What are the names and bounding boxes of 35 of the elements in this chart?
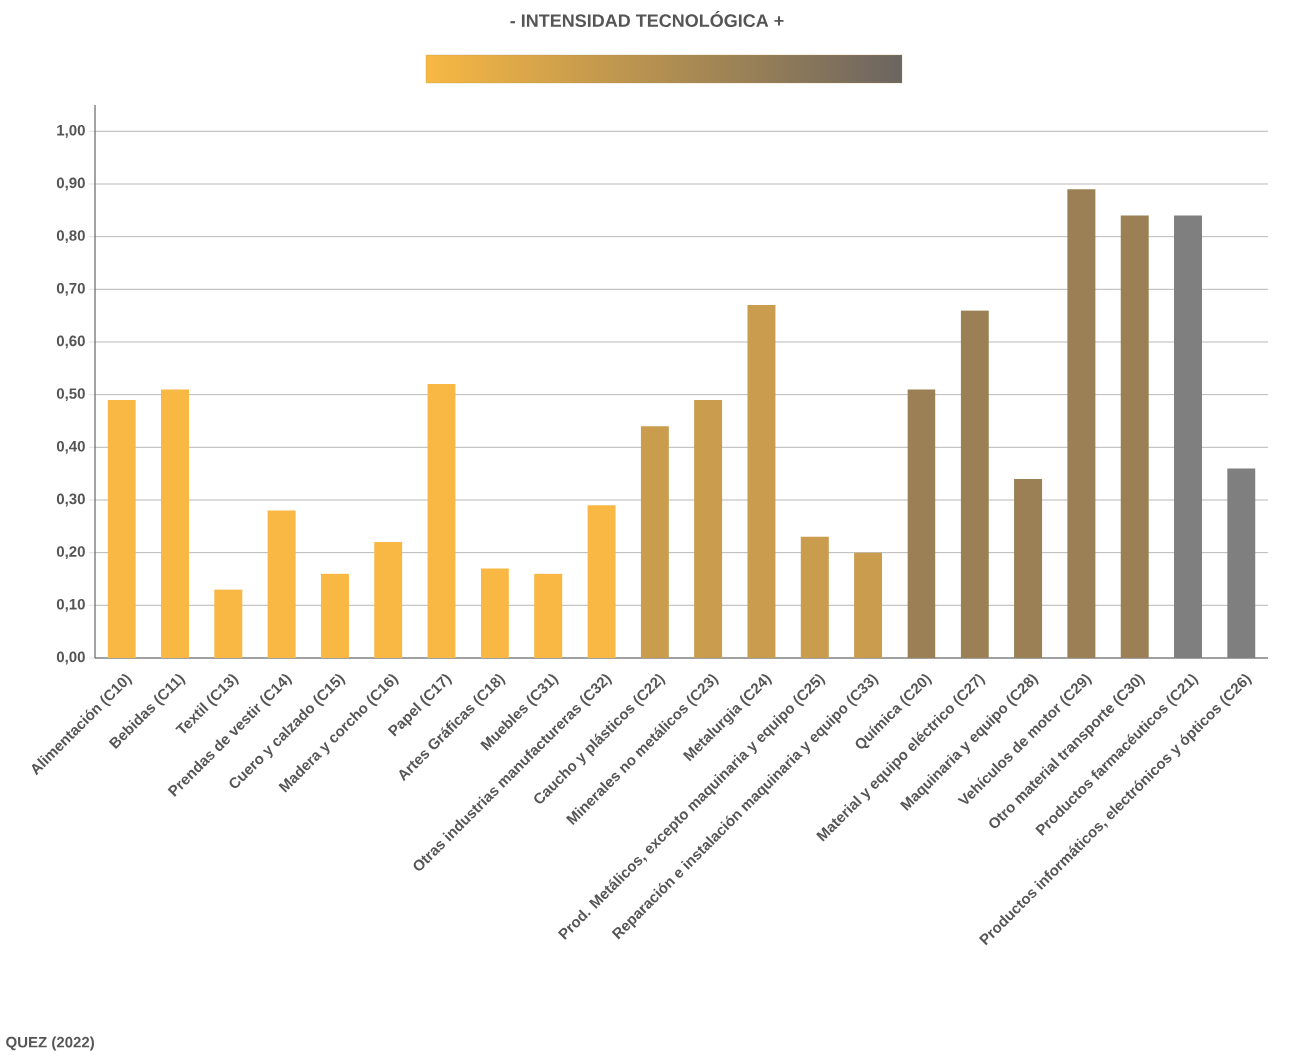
chart-title: - INTENSIDAD TECNOLÓGICA + (510, 10, 784, 28)
bar (107, 399, 136, 658)
y-tick-label: 0,90 (56, 177, 85, 191)
y-tick-label: 1,00 (57, 124, 85, 138)
bar (374, 542, 403, 658)
y-tick-label: 0,20 (56, 546, 85, 560)
bar (800, 536, 829, 658)
bar (1227, 468, 1256, 658)
bar (1120, 215, 1149, 658)
y-tick-label: 0,80 (56, 230, 85, 244)
y-tick-label: 0,60 (56, 335, 85, 349)
bar (587, 505, 616, 658)
bar (427, 384, 456, 658)
text: QUEZ (2022) (6, 1036, 94, 1051)
y-tick-label: 0,40 (56, 440, 85, 454)
bar (694, 399, 723, 658)
y-tick-label: 0,10 (56, 598, 85, 612)
bar (267, 510, 296, 658)
bar (320, 573, 349, 658)
y-tick-label: 0,30 (56, 493, 85, 507)
y-tick-label: 0,00 (56, 651, 85, 665)
bar (747, 305, 776, 658)
y-tick-label: 0,70 (56, 282, 85, 296)
bar (534, 573, 563, 658)
bar (907, 389, 936, 658)
bar (160, 389, 189, 658)
bar (960, 310, 989, 658)
bar (640, 426, 669, 658)
bar (1174, 215, 1203, 658)
bar (854, 552, 883, 658)
bar (480, 568, 509, 658)
bar (214, 589, 243, 658)
bar (1014, 478, 1043, 658)
bar (1067, 189, 1096, 658)
y-tick-label: 0,50 (56, 388, 85, 402)
